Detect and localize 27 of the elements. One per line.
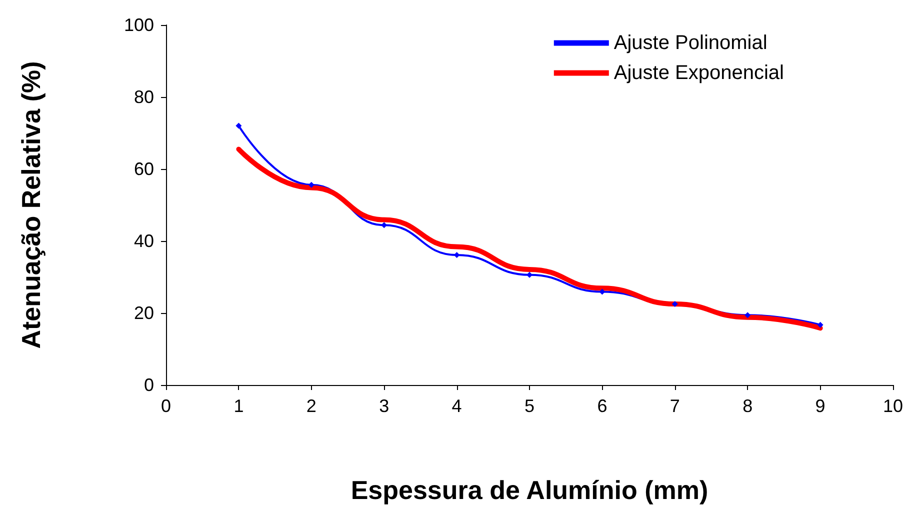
point bbox=[744, 312, 751, 318]
y-tick-label: 80 bbox=[134, 87, 154, 107]
x-axis-title: Espessura de Alumínio (mm) bbox=[350, 475, 708, 505]
point bbox=[672, 301, 678, 307]
y-tick-label: 0 bbox=[144, 375, 154, 395]
y-axis-title: Atenuação Relativa (%) bbox=[16, 61, 46, 349]
y-tick-label: 100 bbox=[124, 15, 154, 35]
y-tick-label: 40 bbox=[134, 231, 154, 251]
y-tick-label: 20 bbox=[134, 303, 154, 323]
x-tick-label: 4 bbox=[452, 396, 462, 416]
point bbox=[817, 322, 824, 328]
x-tick-label: 7 bbox=[670, 396, 680, 416]
x-tick-label: 10 bbox=[882, 396, 904, 416]
x-tick-label: 5 bbox=[524, 396, 535, 416]
x-tick-label: 9 bbox=[815, 396, 826, 416]
legend-label: Ajuste Polinomial bbox=[614, 32, 768, 54]
x-tick-label: 2 bbox=[306, 396, 316, 416]
legend-label: Ajuste Exponencial bbox=[614, 62, 784, 84]
x-tick-label: 8 bbox=[742, 396, 753, 416]
point bbox=[236, 122, 242, 129]
point bbox=[526, 272, 532, 278]
x-tick-label: 0 bbox=[160, 396, 172, 416]
point bbox=[308, 182, 314, 188]
x-tick-label: 1 bbox=[234, 396, 244, 416]
y-tick-label: 60 bbox=[134, 159, 154, 179]
x-tick-label: 6 bbox=[597, 396, 608, 416]
x-tick-label: 3 bbox=[379, 396, 390, 416]
